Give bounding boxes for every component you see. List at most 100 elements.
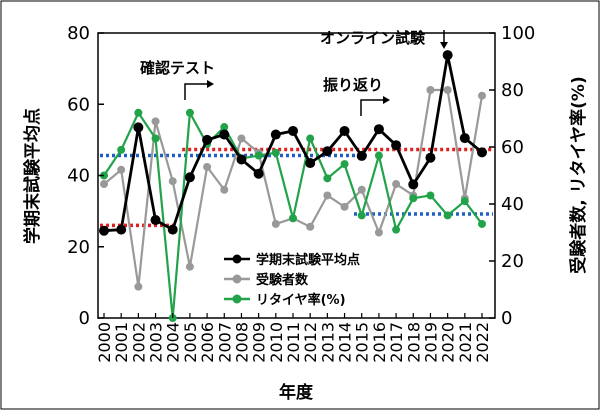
point-retire-2011 (289, 214, 297, 223)
annotation-online-text: オンライン試験 (320, 29, 426, 47)
point-retire-2012 (306, 134, 315, 143)
point-score-2007 (219, 129, 230, 140)
annotation-furikaeri-arrowhead (383, 96, 390, 104)
left-y-axis: 0 20 40 60 80 (67, 23, 104, 329)
annotation-kakunin-arrow (184, 83, 207, 100)
point-examinees-2005 (185, 262, 194, 271)
legend-item-score: 学期末試験平均点 (224, 252, 360, 268)
x-tick-label: 2020 (439, 322, 458, 363)
point-retire-2018 (409, 194, 418, 203)
point-score-2002 (133, 122, 144, 133)
point-score-2017 (391, 140, 402, 151)
legend-marker-retire (232, 294, 242, 304)
x-tick-label: 2010 (267, 322, 286, 363)
left-tick-label: 40 (67, 166, 90, 187)
x-tick-label: 2019 (422, 322, 441, 363)
point-examinees-2003 (151, 117, 160, 126)
x-tick-label: 2000 (95, 322, 114, 363)
x-tick-label: 2006 (198, 322, 217, 363)
right-y-axis: 0 20 40 60 80 100 (489, 23, 535, 329)
x-tick-label: 2011 (284, 322, 303, 363)
legend-label-retire: リタイヤ率(%) (256, 292, 346, 308)
point-retire-2020 (443, 211, 452, 220)
point-score-2016 (373, 124, 384, 135)
annotation-kakunin: 確認テスト (139, 59, 215, 100)
x-tick-label: 2001 (112, 322, 131, 363)
right-tick-label: 20 (501, 251, 524, 272)
right-tick-label: 40 (501, 194, 524, 215)
point-examinees-2017 (392, 180, 401, 189)
x-tick-label: 2016 (370, 322, 389, 363)
legend-label-examinees: 受験者数 (256, 272, 309, 288)
point-retire-2010 (271, 148, 280, 157)
point-examinees-2006 (203, 162, 212, 171)
point-score-2005 (184, 172, 195, 183)
x-axis: 2000200120022003200420052006200720082009… (95, 313, 492, 363)
point-examinees-2004 (168, 177, 177, 186)
point-retire-2017 (392, 225, 401, 234)
point-retire-2014 (340, 160, 349, 169)
x-axis-title: 年度 (279, 382, 314, 403)
x-tick-label: 2014 (336, 322, 355, 363)
point-score-2004 (167, 224, 178, 235)
point-examinees-2010 (271, 219, 280, 228)
point-score-2000 (99, 225, 109, 236)
series-score (99, 50, 487, 236)
right-tick-label: 80 (501, 80, 524, 101)
point-examinees-2022 (478, 91, 486, 100)
point-retire-2007 (220, 123, 229, 132)
left-tick-label: 80 (67, 23, 90, 44)
point-retire-2022 (478, 219, 486, 228)
x-tick-label: 2004 (164, 322, 183, 363)
left-tick-label: 60 (67, 94, 90, 115)
point-score-2020 (442, 50, 453, 61)
x-tick-label: 2009 (250, 322, 269, 363)
point-score-2014 (339, 125, 350, 136)
point-examinees-2014 (340, 202, 349, 211)
x-tick-label: 2015 (353, 322, 372, 363)
point-score-2013 (322, 146, 333, 157)
legend-item-retire: リタイヤ率(%) (224, 292, 346, 308)
legend: 学期末試験平均点 受験者数 リタイヤ率(%) (224, 252, 360, 308)
annotation-kakunin-text: 確認テスト (139, 59, 215, 77)
series-retire (100, 108, 486, 322)
x-tick-label: 2021 (456, 322, 475, 363)
x-tick-label: 2008 (233, 322, 252, 363)
x-tick-label: 2005 (181, 322, 200, 363)
point-score-2015 (356, 150, 367, 161)
point-score-2008 (236, 154, 247, 165)
annotation-online: オンライン試験 (320, 29, 448, 49)
annotation-furikaeri-arrow (360, 99, 383, 116)
point-retire-2016 (374, 151, 383, 160)
point-retire-2013 (323, 174, 332, 183)
point-examinees-2001 (117, 165, 126, 174)
point-examinees-2015 (357, 185, 366, 194)
point-examinees-2008 (237, 134, 246, 143)
left-tick-label: 0 (79, 308, 90, 329)
right-tick-label: 60 (501, 137, 524, 158)
right-tick-label: 100 (501, 23, 535, 44)
point-examinees-2016 (374, 228, 383, 237)
annotation-kakunin-arrowhead (207, 80, 214, 88)
series-layer (99, 50, 487, 322)
point-score-2019 (425, 152, 436, 163)
point-score-2006 (202, 134, 213, 145)
point-score-2018 (408, 179, 419, 190)
point-examinees-2019 (426, 86, 435, 94)
point-examinees-2000 (100, 180, 108, 189)
x-tick-label: 2007 (215, 322, 234, 363)
annotation-online-arrowhead (440, 42, 448, 49)
left-tick-label: 20 (67, 237, 90, 258)
x-tick-label: 2003 (147, 322, 166, 363)
annotation-furikaeri: 振り返り (323, 76, 390, 116)
x-tick-label: 2017 (387, 322, 406, 363)
x-tick-label: 2022 (473, 322, 492, 363)
point-score-2009 (253, 168, 264, 179)
point-retire-2009 (254, 151, 263, 160)
point-examinees-2013 (323, 191, 332, 200)
x-tick-label: 2002 (129, 322, 148, 363)
right-tick-label: 0 (501, 308, 512, 329)
legend-marker-score (232, 254, 242, 264)
point-examinees-2012 (306, 222, 315, 231)
